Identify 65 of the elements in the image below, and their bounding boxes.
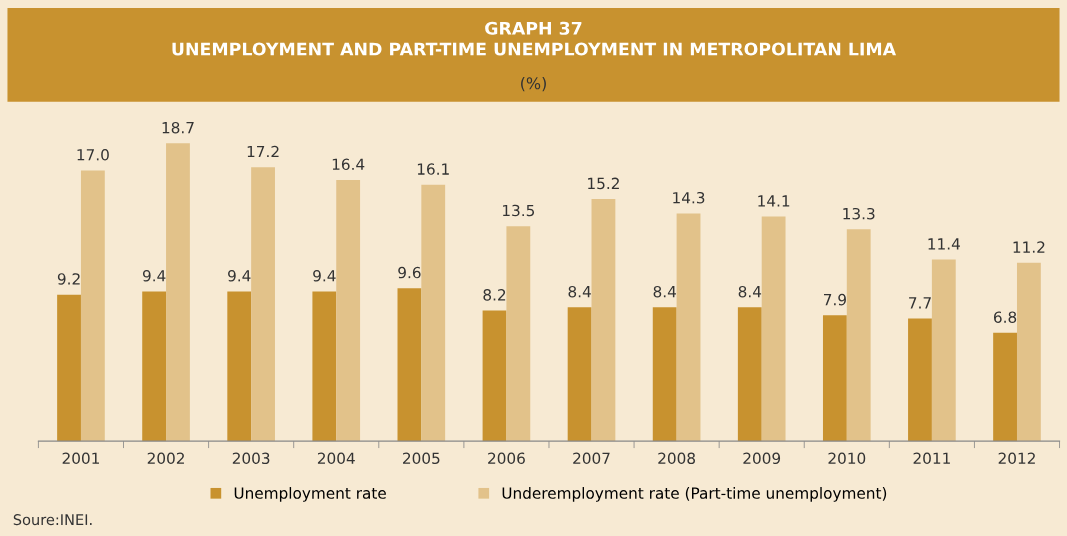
- x-tick-label: 2005: [403, 452, 440, 465]
- legend-label: Unemployment rate: [234, 487, 386, 502]
- bar: [397, 288, 422, 442]
- data-label: 8.4: [738, 285, 762, 298]
- data-label: 13.5: [503, 204, 535, 217]
- bar: [80, 170, 105, 442]
- bar: [822, 315, 847, 442]
- x-tick-label: 2011: [913, 452, 950, 465]
- data-label: 7.7: [909, 297, 931, 309]
- bar: [336, 179, 361, 442]
- data-label: 16.4: [332, 158, 365, 171]
- data-label: 9.6: [398, 266, 421, 279]
- data-label: 8.2: [483, 289, 506, 301]
- data-label: 17.2: [247, 145, 279, 158]
- bar: [591, 199, 616, 442]
- data-label: 14.1: [758, 195, 790, 207]
- bar: [676, 213, 701, 442]
- data-label: 18.7: [162, 121, 194, 134]
- x-tick-label: 2009: [743, 452, 781, 465]
- bar: [652, 307, 677, 442]
- bar: [1016, 262, 1041, 442]
- data-label: 9.4: [313, 269, 336, 282]
- x-tick-label: 2006: [488, 452, 525, 465]
- x-tick-label: 2003: [232, 452, 270, 465]
- data-label: 9.4: [228, 269, 251, 282]
- bar: [251, 167, 275, 442]
- bar: [142, 291, 167, 442]
- data-label: 14.3: [673, 191, 705, 204]
- data-label: 15.2: [588, 177, 619, 190]
- x-tick-label: 2002: [147, 452, 184, 465]
- data-label: 16.1: [417, 163, 449, 175]
- data-label: 11.4: [928, 238, 960, 250]
- bar: [761, 216, 786, 442]
- bar: [312, 291, 337, 442]
- bar: [57, 294, 81, 442]
- bar: [567, 307, 592, 442]
- x-tick-label: 2004: [317, 452, 355, 465]
- x-tick-label: 2010: [828, 452, 866, 465]
- bar: [846, 229, 871, 442]
- data-label: 13.3: [843, 207, 875, 220]
- data-label: 17.0: [77, 148, 109, 161]
- bar: [931, 259, 956, 442]
- data-label: 11.2: [1013, 241, 1045, 253]
- chart-subtitle: (%): [521, 76, 546, 92]
- bar: [908, 318, 932, 442]
- x-tick-label: 2001: [62, 452, 99, 465]
- text: Soure:INEI.: [13, 514, 92, 526]
- bar: [166, 143, 190, 442]
- x-tick-label: 2008: [658, 452, 696, 465]
- chart-title: GRAPH 37 UNEMPLOYMENT AND PART-TIME UNEMPLOYMENT IN METROPOLITAN LIMA: [172, 21, 897, 56]
- bar: [482, 310, 507, 442]
- data-label: 9.2: [57, 273, 80, 285]
- data-label: 8.4: [653, 285, 676, 298]
- x-tick-label: 2007: [573, 452, 610, 465]
- data-label: 7.9: [823, 293, 846, 306]
- bar: [506, 226, 531, 442]
- bar: [993, 332, 1017, 442]
- bar: [227, 291, 252, 442]
- bar: [421, 184, 446, 442]
- data-label: 9.4: [142, 269, 166, 282]
- legend-label: Underemployment rate (Part-time unemployment): [502, 487, 887, 502]
- data-label: 6.8: [993, 311, 1017, 323]
- data-label: 8.4: [568, 285, 591, 298]
- bar: [737, 307, 762, 442]
- x-tick-label: 2012: [998, 452, 1035, 465]
